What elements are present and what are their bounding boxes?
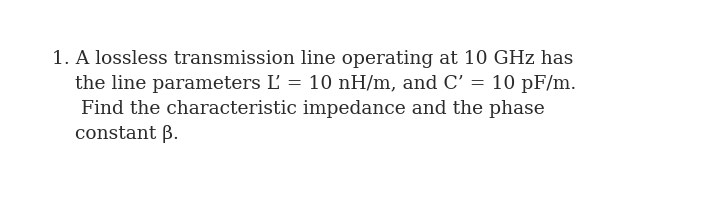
- Text: constant β.: constant β.: [75, 125, 179, 143]
- Text: 1. A lossless transmission line operating at 10 GHz has: 1. A lossless transmission line operatin…: [52, 50, 573, 68]
- Text: the line parameters L’ = 10 nH/m, and C’ = 10 pF/m.: the line parameters L’ = 10 nH/m, and C’…: [75, 75, 576, 93]
- Text: Find the characteristic impedance and the phase: Find the characteristic impedance and th…: [75, 100, 545, 118]
